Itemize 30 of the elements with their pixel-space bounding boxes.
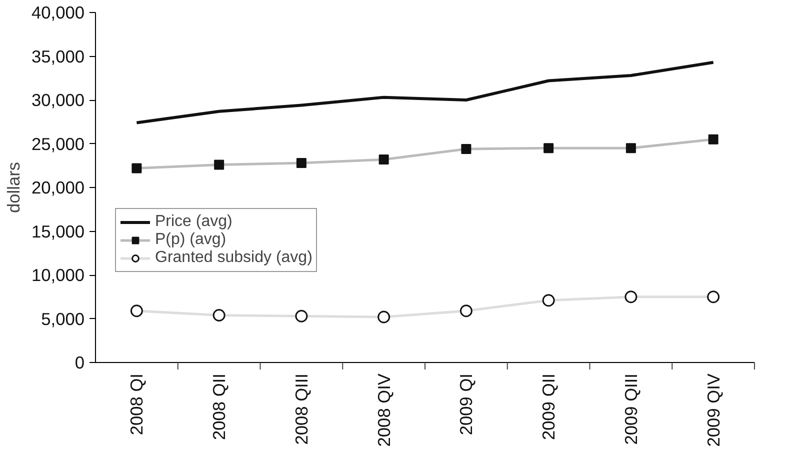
y-tick-label: 30,000 (32, 90, 84, 110)
y-tick-label: 25,000 (32, 134, 84, 154)
point (707, 290, 720, 304)
line-series (135, 60, 715, 124)
point (460, 304, 472, 318)
point (130, 304, 143, 318)
y-tick-label: 10,000 (32, 265, 84, 285)
point (542, 294, 555, 307)
point (378, 310, 390, 324)
point (212, 309, 226, 322)
point (624, 290, 638, 304)
x-tick-label: 2008 QII (209, 373, 230, 440)
x-tick-label: 2009 QII (538, 373, 559, 440)
y-tick-label: 40,000 (32, 2, 84, 22)
legend-label: Price (avg) (155, 213, 232, 231)
x-tick-label: 2008 QIII (291, 373, 312, 445)
y-tick-label: 15,000 (32, 221, 84, 242)
x-tick-label: 2009 QIV (703, 373, 724, 447)
y-tick-label: 0 (74, 352, 85, 372)
x-tick-label: 2008 QI (126, 374, 147, 436)
x-tick-label: 2009 QIII (620, 373, 641, 445)
y-tick-label: 20,000 (32, 178, 84, 198)
y-tick-label: 5,000 (41, 308, 85, 329)
legend-label: Granted subsidy (avg) (155, 249, 312, 267)
x-tick-label: 2009 QI (456, 374, 476, 436)
y-tick-label: 35,000 (32, 46, 84, 66)
x-tick-label: 2008 QIV (374, 373, 394, 447)
point (295, 310, 308, 322)
legend-label: P(p) (avg) (155, 231, 226, 249)
y-axis-title: dollars (4, 162, 24, 214)
